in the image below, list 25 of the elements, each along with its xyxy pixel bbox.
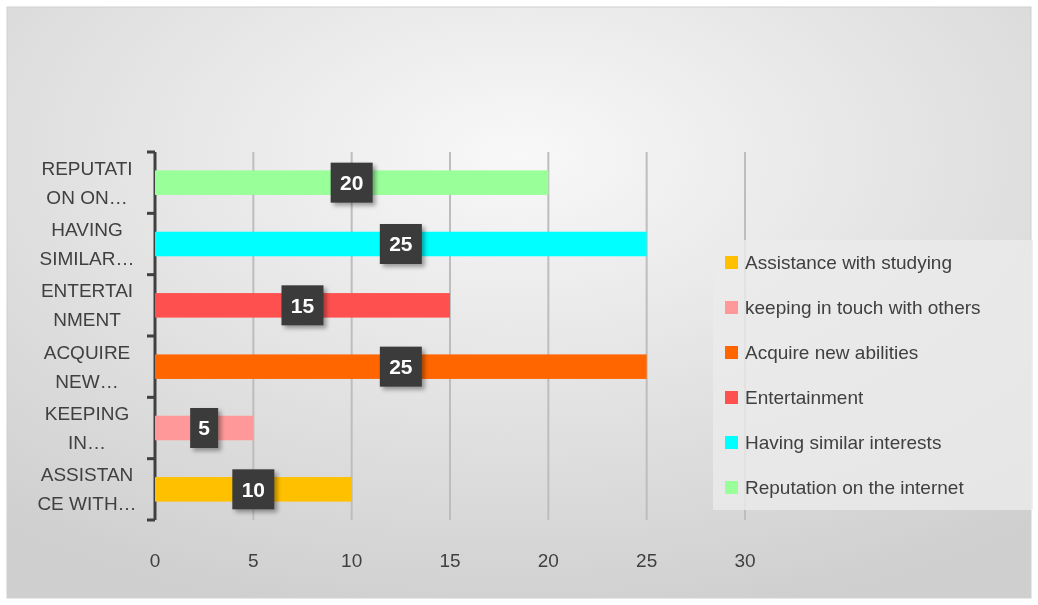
data-label: 15 [290, 293, 315, 317]
x-tick-label: 20 [537, 550, 559, 571]
legend-label: Acquire new abilities [745, 342, 919, 364]
x-tick-label: 0 [149, 550, 161, 571]
legend-label: Having similar interests [745, 432, 942, 454]
legend-label: Entertainment [745, 387, 865, 409]
x-tick-label: 5 [248, 550, 259, 571]
legend-label: keeping in touch with others [745, 297, 981, 319]
y-tick-label: ASSISTAN CE WITH… [37, 464, 137, 515]
data-label: 10 [241, 477, 266, 501]
legend-label: Reputation on the internet [745, 477, 965, 499]
legend-label: Assistance with studying [745, 252, 952, 274]
x-tick-label: 30 [734, 550, 756, 571]
x-tick-label: 10 [341, 550, 363, 571]
data-label: 25 [389, 232, 413, 256]
y-tick-label: REPUTATI ON ON… [41, 157, 133, 208]
y-tick-label: KEEPING IN… [44, 403, 130, 454]
y-tick-label: ACQUIRE NEW… [43, 341, 131, 392]
data-label: 25 [389, 355, 413, 379]
y-tick-label: ENTERTAI NMENT [40, 280, 134, 331]
data-label: 5 [198, 416, 211, 440]
data-label: 20 [339, 171, 364, 195]
x-tick-label: 25 [636, 550, 658, 571]
y-tick-label: HAVING SIMILAR… [39, 219, 135, 270]
x-tick-label: 15 [439, 550, 461, 571]
